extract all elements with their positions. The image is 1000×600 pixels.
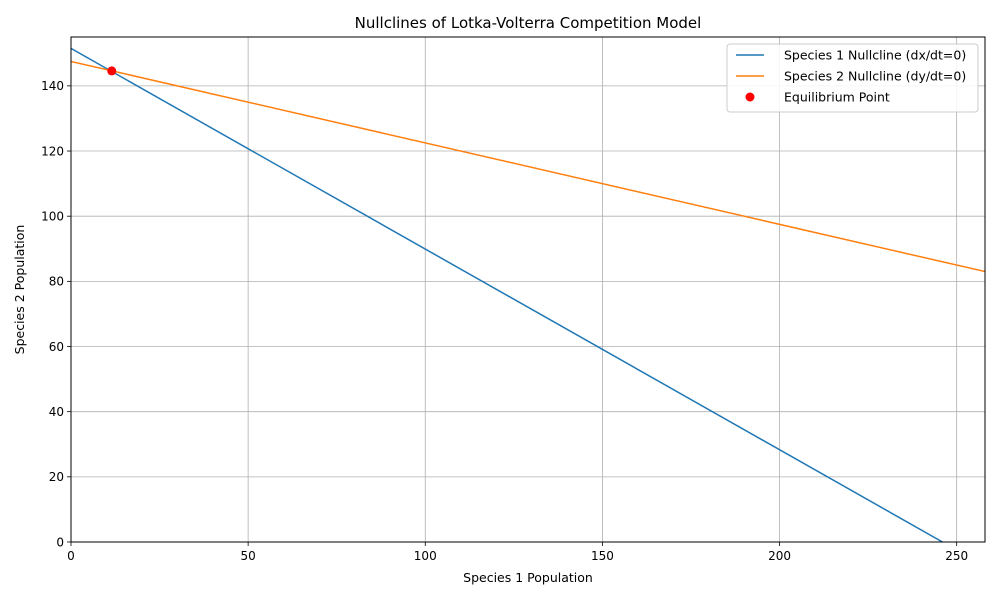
series-line-2 xyxy=(71,60,985,273)
y-tick-label: 0 xyxy=(56,535,64,549)
series-line-1 xyxy=(71,47,943,542)
y-tick-label: 140 xyxy=(41,79,64,93)
x-axis-label: Species 1 Population xyxy=(463,570,593,585)
x-tick-label: 200 xyxy=(768,549,791,563)
legend-box xyxy=(726,43,979,113)
x-tick-label: 0 xyxy=(67,549,75,563)
legend-swatch-3 xyxy=(745,92,755,102)
legend-label-1: Species 1 Nullcline (dx/dt=0) xyxy=(784,48,966,63)
y-tick-label: 60 xyxy=(49,340,64,354)
series-group xyxy=(71,47,985,542)
chart-title: Nullclines of Lotka-Volterra Competition… xyxy=(355,14,702,32)
x-tick-label: 250 xyxy=(945,549,968,563)
legend-entries: Species 1 Nullcline (dx/dt=0) Species 2 N… xyxy=(736,48,966,105)
legend-label-2: Species 2 Nullcline (dy/dt=0) xyxy=(784,69,966,84)
x-tick-label: 150 xyxy=(591,549,614,563)
y-axis-label: Species 2 Population xyxy=(12,225,27,355)
x-tick-label: 50 xyxy=(240,549,255,563)
legend-label-3: Equilibrium Point xyxy=(784,90,890,105)
legend: Species 1 Nullcline (dx/dt=0) Species 2 N… xyxy=(726,43,979,113)
equilibrium-point xyxy=(107,66,117,76)
y-tick-label: 120 xyxy=(41,144,64,158)
y-tick-label: 40 xyxy=(49,405,64,419)
axis-ticks: 0 50 100 150 200 250 0 20 40 60 80 100 120 140 xyxy=(41,79,968,563)
y-tick-label: 100 xyxy=(41,209,64,223)
y-tick-label: 20 xyxy=(49,470,64,484)
x-tick-label: 100 xyxy=(414,549,437,563)
grid xyxy=(70,37,985,543)
y-tick-label: 80 xyxy=(49,275,64,289)
plot-frame xyxy=(70,36,986,543)
